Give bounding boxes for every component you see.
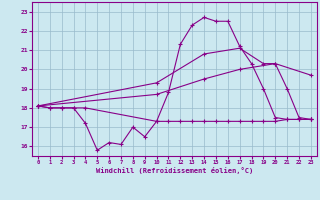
X-axis label: Windchill (Refroidissement éolien,°C): Windchill (Refroidissement éolien,°C): [96, 167, 253, 174]
